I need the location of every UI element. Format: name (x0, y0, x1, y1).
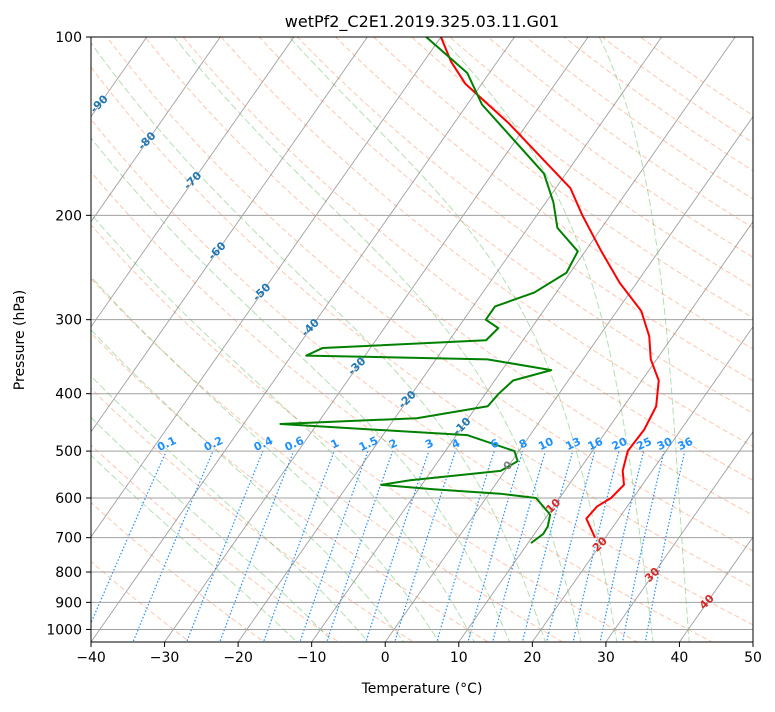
y-tick-label: 100 (55, 30, 82, 46)
dry-adiabat (106, 37, 753, 552)
x-tick-label: 10 (450, 650, 468, 666)
moist-adiabat (288, 37, 618, 642)
isotherm-line (311, 37, 736, 642)
dry-adiabat (91, 171, 713, 642)
mixing-ratio-label: 30 (655, 435, 675, 453)
dry-adiabat (296, 37, 753, 382)
isotherm-line (237, 37, 663, 642)
mixing-ratio-line (644, 450, 686, 642)
mixing-ratio-line (262, 450, 335, 642)
mixing-ratio-label: 36 (676, 435, 696, 453)
isotherm-line (91, 37, 221, 223)
chart-title: wetPf2_C2E1.2019.325.03.11.G01 (285, 12, 559, 32)
isotherm-line (91, 37, 368, 433)
y-tick-label: 200 (55, 208, 82, 224)
mixing-ratio-label: 20 (610, 435, 630, 453)
moist-adiabat (91, 275, 440, 642)
dry-adiabat (372, 37, 753, 319)
isotherm-line (605, 431, 753, 642)
x-tick-label: −20 (223, 650, 253, 666)
dry-adiabat (144, 37, 753, 516)
mixing-ratio-line (185, 450, 264, 642)
moist-adiabat (173, 37, 582, 642)
mixing-ratio-label: 25 (634, 435, 653, 453)
y-axis-title: Pressure (hPa) (12, 290, 28, 390)
dry-adiabat (411, 37, 753, 288)
isotherm-line (91, 37, 148, 118)
dry-adiabat (91, 224, 639, 642)
mixing-ratio-line (299, 450, 369, 642)
x-tick-label: 40 (671, 650, 689, 666)
x-tick-label: 0 (381, 650, 390, 666)
moist-adiabat (91, 137, 511, 642)
mixing-ratio-line (365, 450, 430, 642)
dry-adiabat (334, 37, 753, 350)
y-tick-label: 400 (55, 387, 82, 403)
isotherm-line (384, 115, 753, 642)
isotherm-line (91, 37, 442, 538)
mixing-ratio-label: 10 (536, 435, 556, 453)
dry-adiabat (258, 37, 753, 414)
temperature-profile-line (440, 37, 660, 539)
isotherm-line (531, 325, 753, 642)
dry-adiabat (182, 37, 753, 482)
mixing-ratio-line (132, 450, 214, 642)
moist-adiabat (91, 329, 405, 642)
x-tick-label: 50 (744, 650, 762, 666)
dry-adiabat (91, 277, 564, 642)
y-tick-label: 900 (55, 595, 82, 611)
mixing-ratio-label: 16 (586, 435, 606, 453)
mixing-ratio-line (219, 450, 295, 642)
y-tick-label: 800 (55, 565, 82, 581)
dry-adiabat (563, 37, 753, 172)
dry-adiabat (91, 118, 753, 626)
moist-adiabat (440, 37, 654, 642)
dry-adiabat (91, 66, 753, 588)
isotherm-line (458, 220, 753, 642)
moist-adiabat (91, 375, 369, 642)
x-tick-label: 20 (523, 650, 541, 666)
plot-frame (90, 36, 754, 643)
x-tick-label: −40 (76, 650, 106, 666)
mixing-ratio-line (436, 450, 495, 642)
mixing-ratio-line (621, 450, 665, 642)
y-tick-label: 600 (55, 491, 82, 507)
mixing-ratio-line (492, 450, 546, 642)
moist-adiabat (598, 37, 690, 642)
y-tick-label: 1000 (46, 622, 82, 638)
moist-adiabat (91, 416, 334, 642)
y-tick-label: 300 (55, 313, 82, 329)
x-tick-label: 30 (597, 650, 615, 666)
isotherm-line (678, 536, 753, 642)
moist-adiabat (91, 41, 546, 642)
moist-adiabat (91, 454, 298, 642)
dry-adiabat (601, 37, 753, 144)
dry-adiabat (91, 501, 266, 642)
isotherm-line (91, 37, 295, 328)
x-tick-label: −30 (150, 650, 180, 666)
y-tick-label: 500 (55, 444, 82, 460)
moist-adiabat (91, 213, 475, 642)
dry-adiabat (525, 37, 753, 200)
x-tick-label: −10 (297, 650, 327, 666)
mixing-ratio-label: 13 (564, 435, 583, 453)
isotherm-line (164, 37, 589, 642)
y-tick-label: 700 (55, 531, 82, 547)
x-axis-title: Temperature (°C) (361, 681, 483, 697)
dewpoint-profile-line (279, 37, 579, 544)
mixing-ratio-line (394, 450, 456, 642)
